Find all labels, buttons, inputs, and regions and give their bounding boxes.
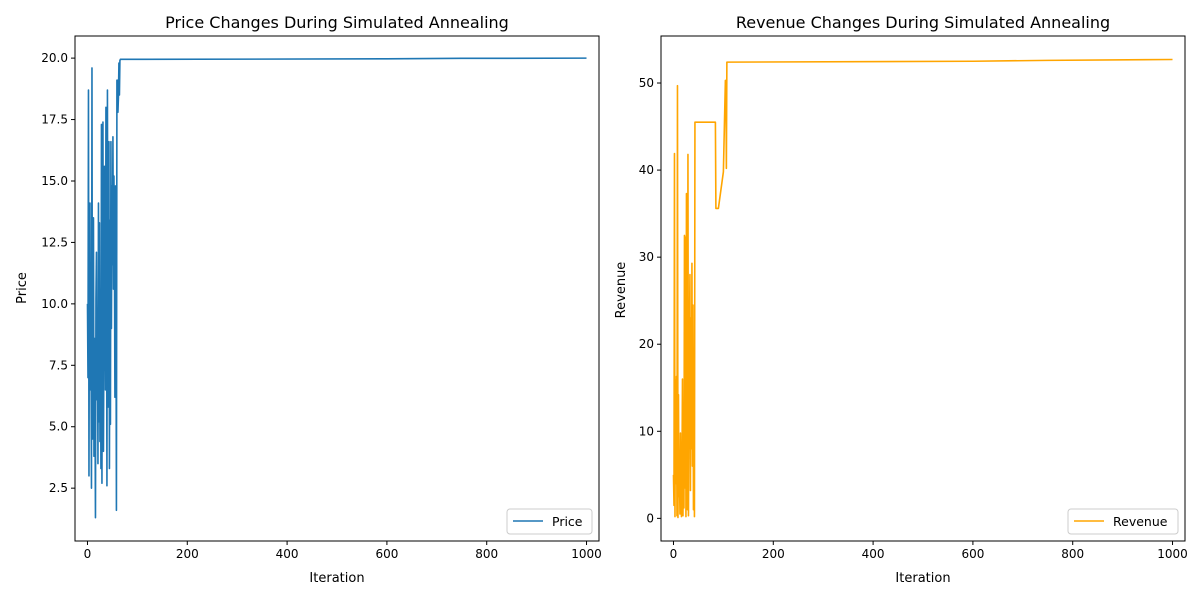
revenue-y-tick-label: 30 <box>639 250 654 264</box>
revenue-x-tick-label: 400 <box>862 547 885 561</box>
price-y-tick-label: 17.5 <box>41 113 68 127</box>
revenue-y-tick-label: 0 <box>646 511 654 525</box>
price-x-ticks: 0 200 400 600 800 1000 <box>84 541 602 561</box>
price-series-line <box>86 57 587 519</box>
revenue-x-tick-label: 200 <box>762 547 785 561</box>
price-y-tick-label: 15.0 <box>41 174 68 188</box>
revenue-y-tick-label: 10 <box>639 424 654 438</box>
revenue-plot-frame <box>660 35 1186 542</box>
price-x-tick-label: 600 <box>375 547 398 561</box>
price-chart-title: Price Changes During Simulated Annealing <box>165 13 509 32</box>
price-x-tick-label: 400 <box>276 547 299 561</box>
price-y-tick-label: 12.5 <box>41 235 68 249</box>
revenue-chart-title: Revenue Changes During Simulated Anneali… <box>736 13 1110 32</box>
revenue-legend-label: Revenue <box>1113 514 1168 529</box>
revenue-y-tick-label: 50 <box>639 76 654 90</box>
revenue-chart: Revenue Changes During Simulated Anneali… <box>614 13 1188 586</box>
price-x-tick-label: 200 <box>176 547 199 561</box>
price-x-tick-label: 0 <box>84 547 92 561</box>
price-legend-label: Price <box>552 514 583 529</box>
revenue-x-tick-label: 800 <box>1061 547 1084 561</box>
price-y-ticks: 2.5 5.0 7.5 10.0 12.5 15.0 17.5 20.0 <box>41 51 75 495</box>
price-y-tick-label: 7.5 <box>49 358 68 372</box>
revenue-legend-box <box>1067 508 1179 535</box>
revenue-legend: Revenue <box>1067 508 1179 535</box>
revenue-x-tick-label: 1000 <box>1157 547 1188 561</box>
price-y-axis-label: Price <box>15 272 30 304</box>
revenue-x-axis-label: Iteration <box>895 571 950 586</box>
revenue-y-ticks: 0 10 20 30 40 50 <box>639 76 661 525</box>
price-x-tick-label: 800 <box>475 547 498 561</box>
revenue-x-tick-label: 0 <box>670 547 678 561</box>
price-y-tick-label: 10.0 <box>41 297 68 311</box>
price-legend-box <box>506 508 593 535</box>
revenue-y-tick-label: 40 <box>639 163 654 177</box>
revenue-y-axis-label: Revenue <box>614 262 629 319</box>
price-x-tick-label: 1000 <box>571 547 602 561</box>
price-plot-frame <box>74 35 600 542</box>
revenue-x-ticks: 0 200 400 600 800 1000 <box>670 541 1188 561</box>
price-y-tick-label: 5.0 <box>49 420 68 434</box>
price-y-tick-label: 2.5 <box>49 481 68 495</box>
revenue-x-tick-label: 600 <box>961 547 984 561</box>
price-legend: Price <box>506 508 593 535</box>
revenue-series-line <box>672 58 1173 519</box>
price-x-axis-label: Iteration <box>309 571 364 586</box>
revenue-y-tick-label: 20 <box>639 337 654 351</box>
price-y-tick-label: 20.0 <box>41 51 68 65</box>
price-chart: Price Changes During Simulated Annealing… <box>15 13 602 586</box>
